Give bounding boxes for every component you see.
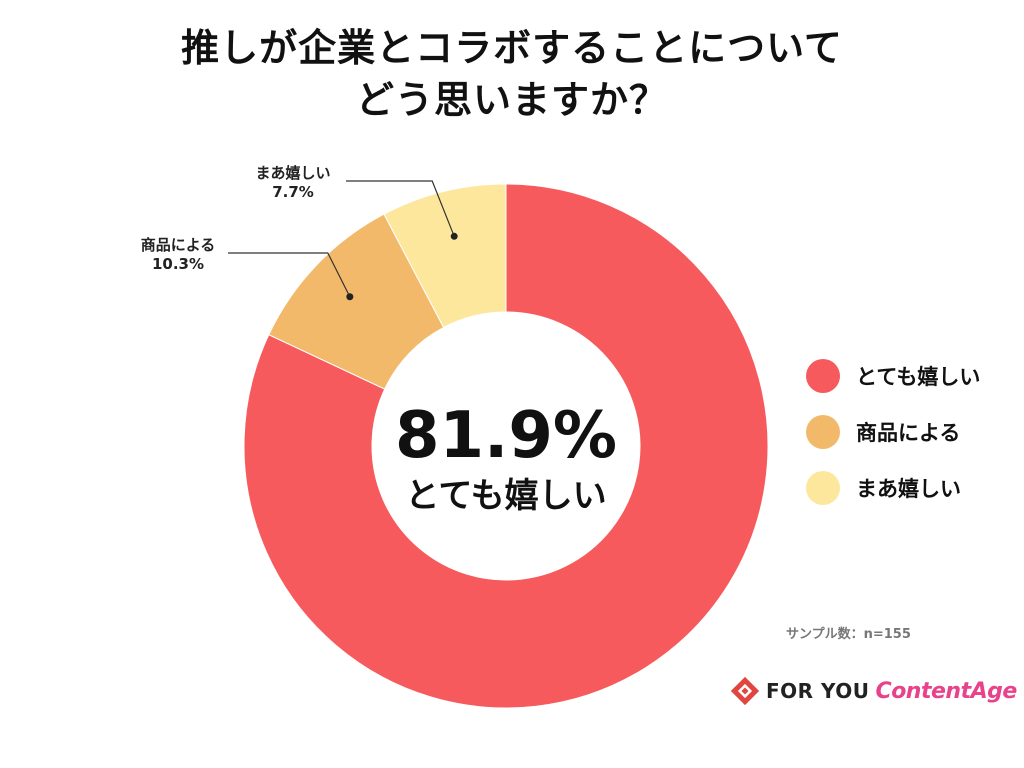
callout-label: まあ嬉しい <box>255 164 331 182</box>
legend-item-very-happy: とても嬉しい <box>806 348 980 404</box>
center-category: とても嬉しい <box>405 476 607 516</box>
callout-label: 商品による <box>140 236 216 254</box>
callout-dot <box>346 293 354 301</box>
callout-depends-product: 商品による 10.3% <box>118 236 238 274</box>
callout-value: 10.3% <box>151 255 205 273</box>
callout-leader-line <box>228 252 351 298</box>
legend-item-mature-happy: まあ嬉しい <box>806 460 980 516</box>
center-value: 81.9% <box>394 399 618 473</box>
donut-slice-0 <box>243 183 769 709</box>
legend-label: とても嬉しい <box>856 365 981 389</box>
chart-title-line1: 推しが企業とコラボすることについて <box>181 26 843 70</box>
center-label: 81.9% とても嬉しい <box>364 398 648 518</box>
legend-label: 商品による <box>856 421 961 445</box>
brand-contentage-text: ContentAge <box>875 678 1018 704</box>
callout-dot <box>450 232 458 240</box>
legend-item-depends-product: 商品による <box>806 404 980 460</box>
brand-foryou-text: FOR YOU <box>766 679 870 703</box>
legend-label: まあ嬉しい <box>856 477 961 501</box>
callout-leader-line <box>346 180 455 237</box>
legend-dot <box>806 471 840 505</box>
chart-title-line2: どう思いますか？ <box>355 78 668 122</box>
callout-mature-happy: まあ嬉しい 7.7% <box>238 164 348 202</box>
legend-dot <box>806 359 840 393</box>
brand-logo: FOR YOU ContentAge <box>730 674 1017 708</box>
callout-value: 7.7% <box>272 183 314 201</box>
legend-dot <box>806 415 840 449</box>
legend: とても嬉しい 商品による まあ嬉しい <box>806 348 980 516</box>
chart-title: 推しが企業とコラボすることについて どう思いますか？ <box>0 22 1024 126</box>
sample-size: サンプル数：n=155 <box>786 627 911 642</box>
donut-slice-2 <box>383 183 507 329</box>
brand-diamond-icon <box>730 676 760 706</box>
